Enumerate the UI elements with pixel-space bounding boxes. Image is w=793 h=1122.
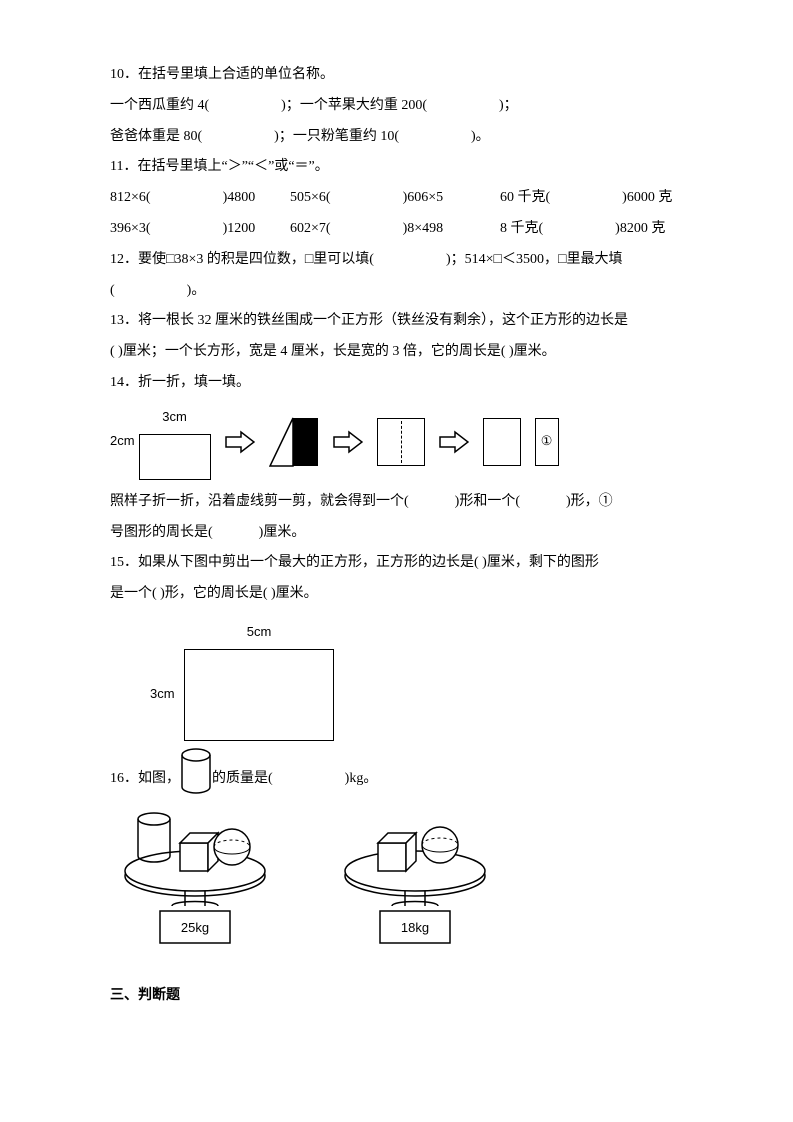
q16-scales: 25kg 18kg: [110, 801, 683, 951]
rect-circled-1: ①: [535, 418, 559, 466]
q10-line1: 一个西瓜重约 4( )；一个苹果大约重 200( )；: [110, 91, 683, 122]
q15-diagram: 5cm 3cm: [150, 618, 683, 741]
label-2cm: 2cm: [110, 427, 135, 456]
text: 812×6(: [110, 190, 151, 205]
q15-line2: 是一个( )形，它的周长是( )厘米。: [110, 579, 683, 610]
scale-1: 25kg: [110, 801, 280, 951]
label-3cm: 3cm: [150, 680, 180, 709]
text: )。: [471, 129, 490, 144]
q16-stem: 16．如图， 的质量是( )kg。: [110, 747, 683, 795]
q10-line2: 爸爸体重是 80( )；一只粉笔重约 10( )。: [110, 122, 683, 153]
dashed-line: [401, 421, 402, 463]
q13-line1: 13．将一根长 32 厘米的铁丝围成一个正方形（铁丝没有剩余），这个正方形的边长…: [110, 306, 683, 337]
q12-line2: ( )。: [110, 276, 683, 307]
rect-shape: [139, 434, 211, 480]
text: 的质量是(: [212, 764, 273, 795]
q11-stem: 11．在括号里填上“＞”“＜”或“＝”。: [110, 152, 683, 183]
text: 号图形的周长是(: [110, 525, 213, 540]
q15-line1: 15．如果从下图中剪出一个最大的正方形，正方形的边长是( )厘米，剩下的图形: [110, 548, 683, 579]
text: )1200: [223, 221, 256, 236]
text: 16．如图，: [110, 764, 180, 795]
square-dashed: [377, 418, 425, 466]
label-3cm: 3cm: [139, 403, 211, 432]
page: 10．在括号里填上合适的单位名称。 一个西瓜重约 4( )；一个苹果大约重 200…: [0, 0, 793, 1071]
fold-shape: [269, 417, 319, 467]
text: 爸爸体重是 80(: [110, 129, 202, 144]
q14-stem: 14．折一折，填一填。: [110, 368, 683, 399]
text: 照样子折一折，沿着虚线剪一剪，就会得到一个(: [110, 494, 409, 509]
text: 8 千克(: [500, 221, 543, 236]
text: )；一个苹果大约重 200(: [281, 98, 427, 113]
text: 60 千克(: [500, 190, 550, 205]
text: 505×6(: [290, 190, 331, 205]
arrow-icon: [333, 430, 363, 454]
rect-shape: [483, 418, 521, 466]
weight-label: 25kg: [181, 920, 209, 935]
text: 一个西瓜重约 4(: [110, 98, 209, 113]
text: )6000 克: [622, 190, 672, 205]
text: )形，①: [566, 494, 613, 509]
text: 396×3(: [110, 221, 151, 236]
text: )；514×□＜3500，□里最大填: [446, 252, 622, 267]
circled-1: ①: [541, 427, 553, 456]
q14-text2: 号图形的周长是( )厘米。: [110, 518, 683, 549]
q10-stem: 10．在括号里填上合适的单位名称。: [110, 60, 683, 91]
scale-2: 18kg: [330, 801, 500, 951]
text: )kg。: [345, 764, 378, 795]
q13-line2: ( )厘米；一个长方形，宽是 4 厘米，长是宽的 3 倍，它的周长是( )厘米。: [110, 337, 683, 368]
text: )。: [187, 283, 206, 298]
weight-label: 18kg: [401, 920, 429, 935]
q11-row1: 812×6( )4800 505×6( )606×5 60 千克( )6000 克: [110, 183, 683, 214]
q12-line1: 12．要使□38×3 的积是四位数，□里可以填( )；514×□＜3500，□里最…: [110, 245, 683, 276]
text: (: [110, 283, 115, 298]
text: )8×498: [403, 221, 444, 236]
section-3-title: 三、判断题: [110, 981, 683, 1012]
q14-diagram: 2cm 3cm ①: [110, 407, 683, 477]
text: )形和一个(: [455, 494, 520, 509]
text: 12．要使□38×3 的积是四位数，□里可以填(: [110, 252, 374, 267]
text: )606×5: [403, 190, 444, 205]
text: )厘米。: [259, 525, 306, 540]
cylinder-icon: [180, 747, 212, 795]
q14-text1: 照样子折一折，沿着虚线剪一剪，就会得到一个( )形和一个( )形，①: [110, 487, 683, 518]
text: 602×7(: [290, 221, 331, 236]
arrow-icon: [439, 430, 469, 454]
arrow-icon: [225, 430, 255, 454]
rect-shape: [184, 649, 334, 741]
label-5cm: 5cm: [184, 618, 334, 647]
q11-row2: 396×3( )1200 602×7( )8×498 8 千克( )8200 克: [110, 214, 683, 245]
text: )8200 克: [615, 221, 665, 236]
text: )；一只粉笔重约 10(: [274, 129, 399, 144]
text: )；: [499, 98, 518, 113]
q14-rect1-group: 2cm 3cm: [110, 403, 211, 480]
text: )4800: [223, 190, 256, 205]
